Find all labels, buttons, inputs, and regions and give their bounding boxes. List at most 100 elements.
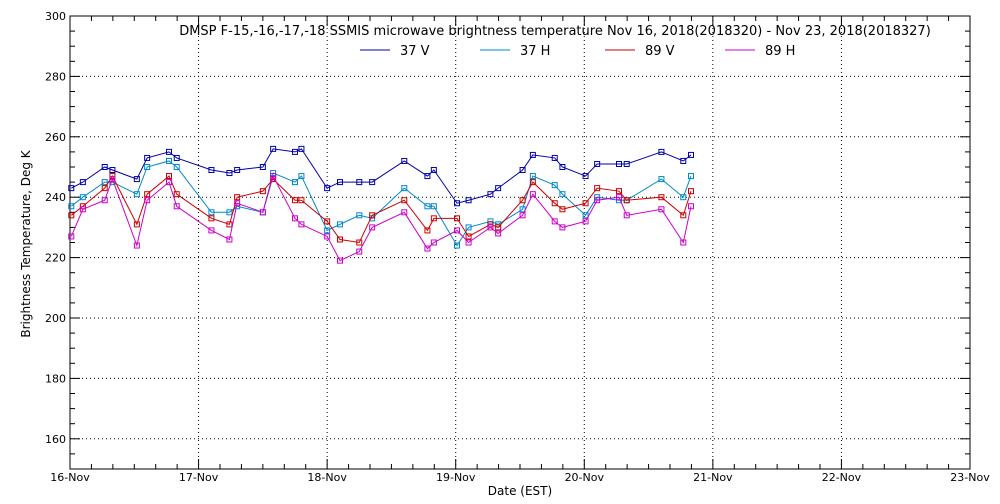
- data-point: [68, 203, 75, 210]
- y-tick-label: 180: [45, 372, 66, 385]
- data-point: [401, 209, 408, 216]
- data-point: [594, 194, 601, 201]
- data-point: [688, 203, 694, 210]
- series-3: [68, 173, 694, 264]
- legend-label: 89 H: [765, 44, 795, 59]
- data-point: [582, 212, 589, 219]
- y-tick-label: 220: [45, 252, 66, 265]
- x-tick-label: 19-Nov: [436, 471, 476, 484]
- legend-label: 37 H: [520, 44, 550, 59]
- data-point: [173, 203, 180, 210]
- data-point: [324, 185, 331, 192]
- data-point: [101, 164, 108, 170]
- data-point: [226, 236, 233, 243]
- data-point: [259, 188, 266, 195]
- data-point: [495, 224, 502, 231]
- x-tick-label: 20-Nov: [565, 471, 605, 484]
- series-line: [71, 148, 692, 204]
- data-point: [454, 227, 460, 234]
- data-point: [298, 221, 305, 228]
- data-point: [582, 173, 589, 180]
- data-point: [292, 179, 298, 186]
- data-point: [166, 179, 172, 186]
- data-point: [454, 200, 460, 207]
- y-tick-label: 240: [45, 191, 66, 204]
- data-point: [688, 188, 694, 195]
- data-point: [519, 197, 526, 204]
- data-point: [688, 151, 694, 158]
- data-point: [529, 173, 536, 180]
- data-point: [551, 218, 558, 225]
- data-point: [208, 167, 215, 174]
- series-line: [70, 174, 692, 262]
- data-point: [680, 212, 687, 219]
- data-point: [356, 239, 363, 246]
- data-point: [337, 257, 343, 264]
- series-layer: [68, 145, 694, 264]
- data-point: [79, 179, 86, 186]
- y-tick-label: 160: [45, 433, 66, 446]
- data-point: [519, 167, 526, 174]
- data-point: [658, 176, 665, 183]
- data-point: [465, 233, 472, 240]
- data-point: [298, 145, 305, 152]
- data-point: [454, 215, 460, 222]
- data-point: [109, 176, 116, 183]
- data-point: [529, 179, 536, 186]
- data-point: [430, 215, 437, 222]
- data-point: [559, 224, 566, 231]
- data-point: [551, 154, 558, 161]
- data-point: [337, 236, 343, 243]
- data-point: [495, 230, 502, 237]
- data-point: [559, 191, 566, 198]
- data-point: [551, 200, 558, 207]
- data-point: [680, 157, 687, 164]
- data-point: [173, 191, 180, 198]
- data-point: [680, 239, 687, 246]
- data-point: [144, 191, 151, 198]
- data-point: [226, 209, 233, 216]
- data-point: [623, 212, 630, 219]
- data-point: [173, 164, 180, 170]
- data-point: [68, 212, 75, 219]
- legend-label: 37 V: [400, 44, 430, 59]
- data-point: [529, 151, 536, 158]
- data-point: [424, 245, 431, 252]
- data-point: [324, 227, 331, 234]
- x-tick-label: 23-Nov: [950, 471, 990, 484]
- data-point: [166, 148, 172, 155]
- data-point: [144, 197, 151, 204]
- data-point: [292, 215, 298, 222]
- data-point: [101, 197, 108, 204]
- data-point: [623, 160, 630, 167]
- axes: 16-Nov 17-Nov 18-Nov 19-Nov 20-Nov 21-Nov 22-N…: [45, 10, 990, 484]
- data-point: [234, 167, 241, 174]
- data-point: [133, 221, 140, 228]
- data-point: [369, 224, 376, 231]
- data-point: [495, 185, 502, 192]
- data-point: [208, 209, 215, 216]
- data-point: [101, 185, 108, 192]
- data-point: [430, 239, 437, 246]
- data-point: [401, 197, 408, 204]
- x-tick-label: 21-Nov: [693, 471, 733, 484]
- data-point: [430, 203, 437, 210]
- x-axis-title: Date (EST): [488, 484, 552, 498]
- x-tick-label: 22-Nov: [822, 471, 862, 484]
- data-point: [582, 200, 589, 207]
- chart-title: DMSP F-15,-16,-17,-18 SSMIS microwave br…: [179, 24, 931, 39]
- data-point: [234, 200, 241, 207]
- data-point: [623, 197, 630, 204]
- data-point: [356, 248, 363, 255]
- data-point: [356, 212, 363, 219]
- data-point: [337, 221, 343, 228]
- legend-label: 89 V: [645, 44, 675, 59]
- data-point: [559, 206, 566, 213]
- data-point: [487, 191, 494, 198]
- series-1: [68, 157, 694, 249]
- data-point: [144, 164, 151, 170]
- data-point: [68, 233, 75, 240]
- data-point: [551, 182, 558, 189]
- y-tick-label: 200: [45, 312, 66, 325]
